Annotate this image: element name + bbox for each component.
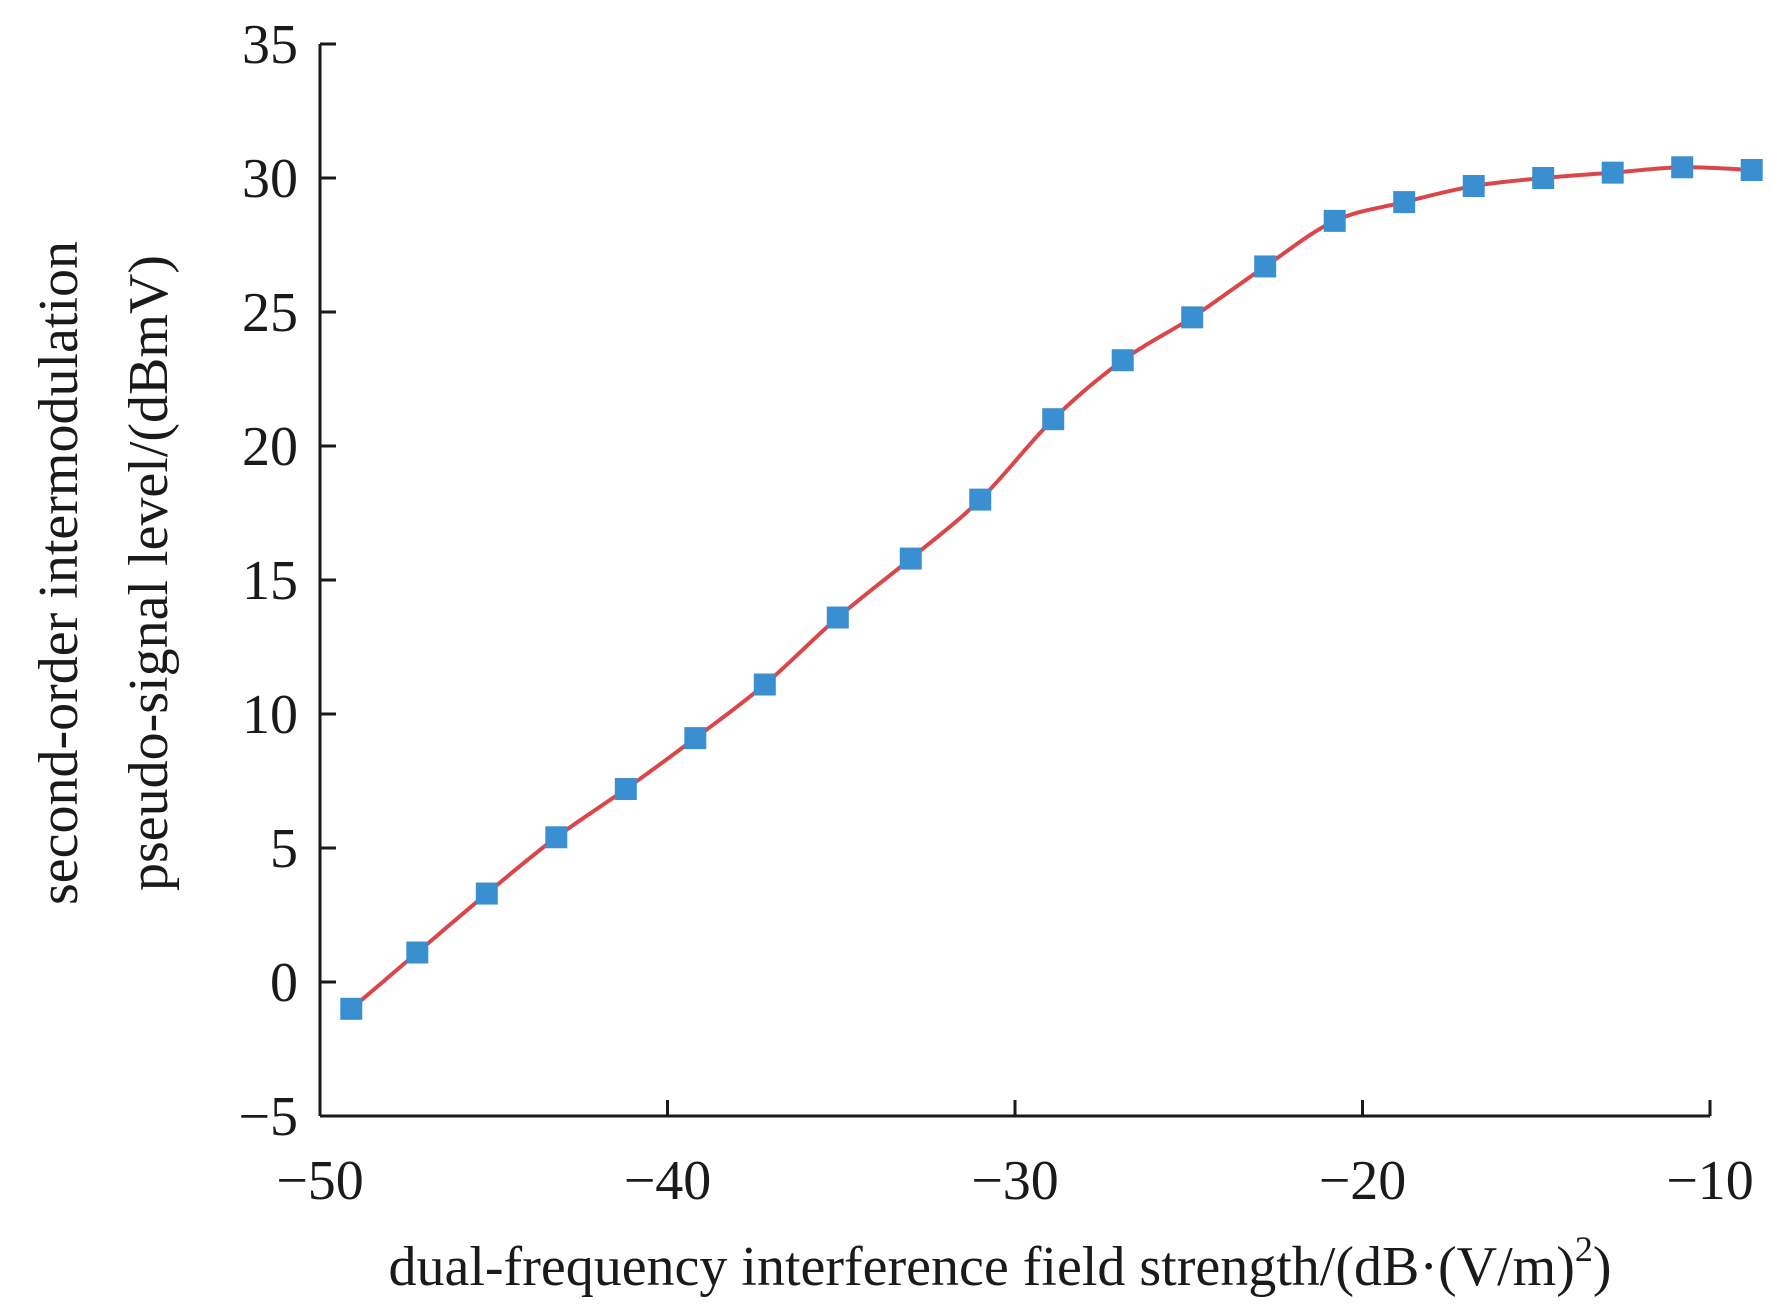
y-tick-label: 10 <box>242 684 298 746</box>
data-point <box>1181 306 1204 329</box>
data-point <box>545 826 568 849</box>
y-axis-title-line1: second-order intermodulation <box>28 241 90 905</box>
data-point <box>475 882 498 905</box>
data-point <box>614 778 637 801</box>
data-point <box>406 941 429 964</box>
data-point <box>340 997 363 1020</box>
x-tick-label: −30 <box>971 1150 1059 1212</box>
data-point <box>1532 167 1555 189</box>
y-tick-label: 15 <box>242 550 298 612</box>
y-tick-label: 0 <box>270 952 298 1014</box>
x-axis-title: dual-frequency interference field streng… <box>388 1229 1611 1298</box>
data-point <box>1254 255 1277 278</box>
data-point <box>826 606 849 629</box>
data-point <box>1323 209 1346 232</box>
data-point <box>684 727 707 750</box>
axes <box>318 44 1710 1118</box>
data-point <box>1740 158 1763 181</box>
y-tick-label: 5 <box>270 818 298 880</box>
data-point <box>1393 191 1416 214</box>
y-tick-label: 35 <box>242 14 298 76</box>
x-axis-title-main: dual-frequency interference field streng… <box>388 1236 1574 1298</box>
y-axis-ticks: −5 0 5 10 15 20 25 30 35 <box>238 14 336 1148</box>
data-point <box>1111 349 1134 372</box>
x-tick-label: −40 <box>624 1150 712 1212</box>
y-tick-label: 25 <box>242 282 298 344</box>
y-tick-label: 20 <box>242 416 298 478</box>
series-markers <box>340 156 1763 1020</box>
data-point <box>899 547 922 570</box>
x-tick-label: −20 <box>1319 1150 1407 1212</box>
x-axis-title-superscript: 2 <box>1575 1229 1593 1269</box>
x-tick-label: −10 <box>1666 1150 1754 1212</box>
y-tick-label: −5 <box>238 1086 298 1148</box>
series-line <box>349 165 1752 1011</box>
data-point <box>1462 175 1485 198</box>
data-point <box>1601 161 1624 184</box>
x-axis-title-close: ) <box>1593 1236 1612 1298</box>
x-tick-label: −50 <box>276 1150 364 1212</box>
data-point <box>1671 156 1694 179</box>
x-axis-ticks: −50 −40 −30 −20 −10 <box>276 1100 1754 1212</box>
data-point <box>753 673 776 696</box>
data-point <box>1042 408 1065 431</box>
y-tick-label: 30 <box>242 148 298 210</box>
y-axis-title-line2: pseudo-signal level/(dBmV) <box>118 255 180 891</box>
data-point <box>969 488 992 511</box>
